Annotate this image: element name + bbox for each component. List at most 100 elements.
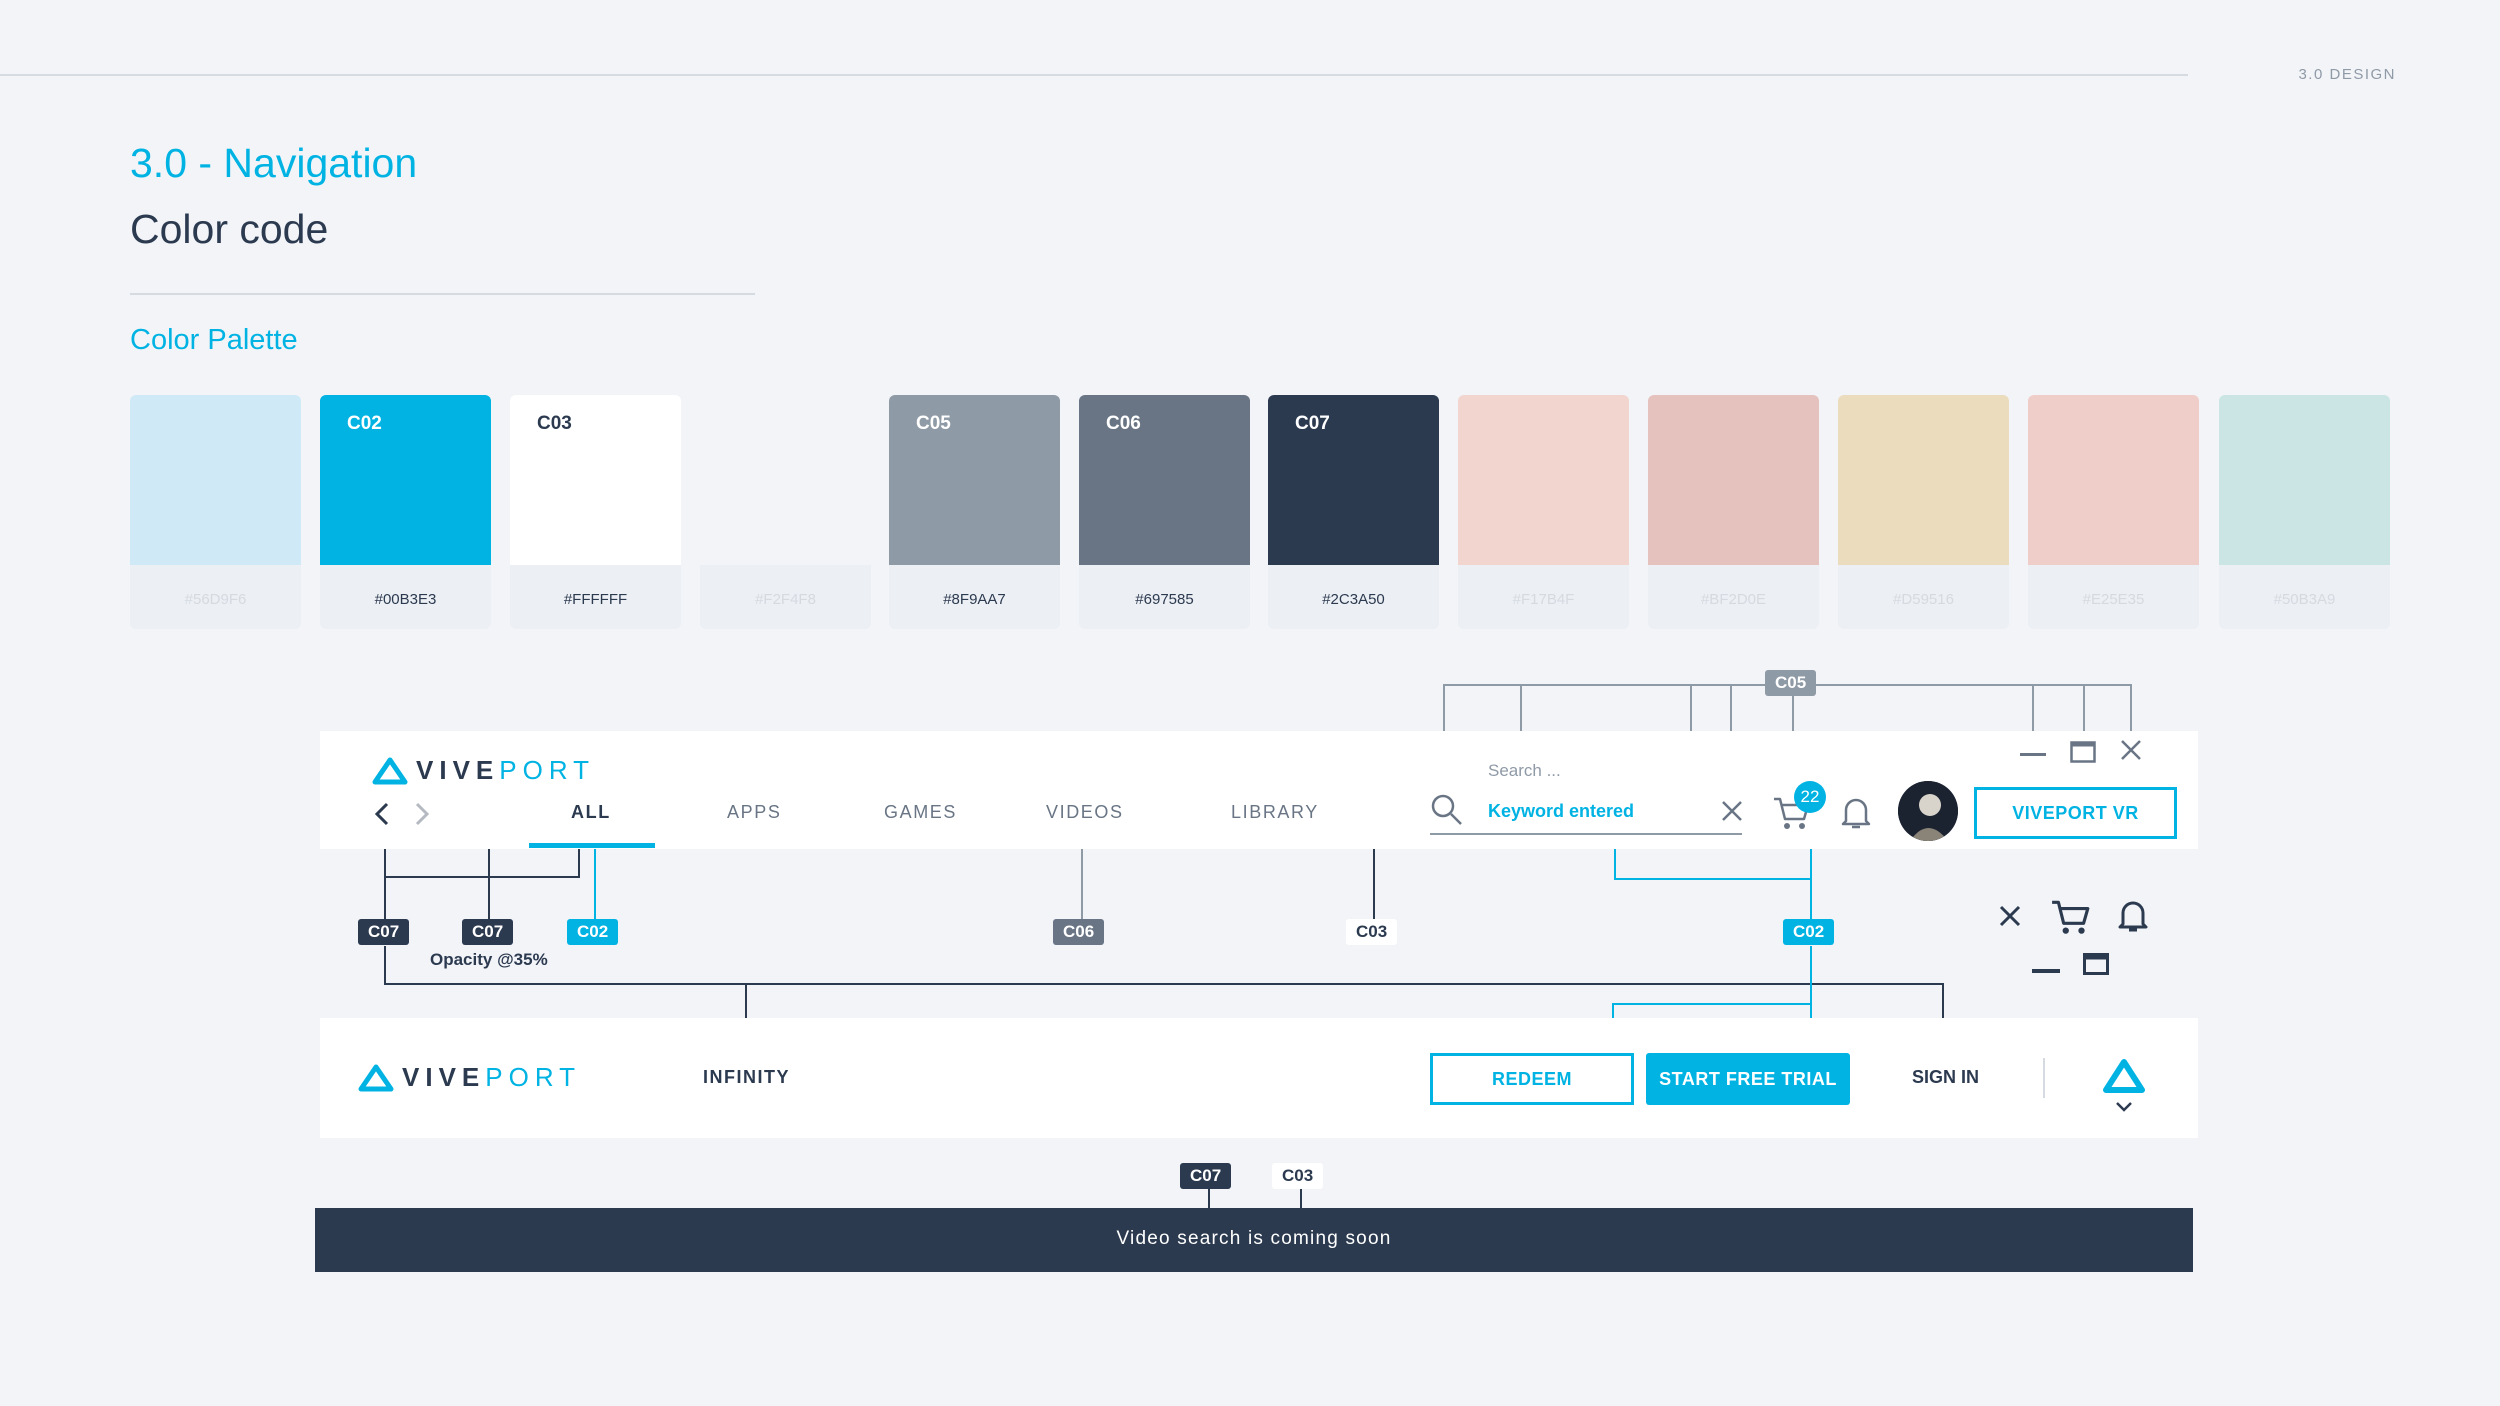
search-button[interactable] xyxy=(1430,793,1464,832)
maximize-button[interactable] xyxy=(2070,741,2096,768)
cart-icon xyxy=(2052,900,2090,934)
maximize-icon xyxy=(2070,741,2096,763)
annotation-toast-c07: C07 xyxy=(1180,1163,1232,1189)
tab-games[interactable]: GAMES xyxy=(884,802,958,822)
chevron-left-icon xyxy=(374,802,389,826)
swatch-color xyxy=(130,395,301,565)
cart-count-badge: 22 xyxy=(1794,781,1826,813)
swatch: C03 #FFFFFF xyxy=(510,395,681,629)
swatch: #F17B4F xyxy=(1458,395,1629,629)
close-icon-dark xyxy=(1998,904,2022,933)
swatch: #E25E35 xyxy=(2028,395,2199,629)
bell-icon-dark xyxy=(2117,898,2149,939)
close-icon xyxy=(1999,905,2021,927)
sign-in-link[interactable]: SIGN IN xyxy=(1912,1067,1980,1087)
swatch-footer: #F2F4F8 xyxy=(700,565,871,629)
swatch-footer: #56D9F6 xyxy=(130,565,301,629)
vive-logo-icon xyxy=(2103,1059,2145,1093)
tab-active-indicator xyxy=(529,843,655,848)
primary-nav: VIVE PORT ALL APPS GAMES VIDEOS LIBRARY S… xyxy=(320,731,2198,849)
start-free-trial-button[interactable]: START FREE TRIAL xyxy=(1646,1053,1850,1105)
swatch-hex: #E25E35 xyxy=(2082,591,2145,608)
notifications-button[interactable] xyxy=(1840,795,1872,836)
swatch-color xyxy=(1648,395,1819,565)
search-icon xyxy=(1431,794,1462,825)
logo-vive-text: VIVE xyxy=(402,1062,486,1092)
swatch-color xyxy=(2028,395,2199,565)
swatch-hex: #8F9AA7 xyxy=(943,591,1006,608)
swatch-color: C05 xyxy=(889,395,1060,565)
swatch-hex: #BF2D0E xyxy=(1700,591,1767,608)
swatch-footer: #2C3A50 xyxy=(1268,565,1439,629)
swatch-hex: #50B3A9 xyxy=(2273,591,2336,608)
swatch-name: C07 xyxy=(1295,413,1330,434)
swatch-hex: #00B3E3 xyxy=(374,591,437,608)
search-underline xyxy=(1430,833,1742,835)
vive-logo-icon xyxy=(358,1064,394,1091)
swatch: C02 #00B3E3 xyxy=(320,395,491,629)
nav-divider xyxy=(2043,1058,2045,1098)
user-avatar[interactable] xyxy=(1898,781,1958,841)
swatch-footer: #F17B4F xyxy=(1458,565,1629,629)
swatch-hex: #2C3A50 xyxy=(1322,591,1385,608)
close-icon xyxy=(1722,801,1742,821)
viveport-logo[interactable]: VIVE PORT xyxy=(372,755,595,786)
viveport-logo-secondary[interactable]: VIVE PORT xyxy=(358,1062,581,1093)
annotation-c05: C05 xyxy=(1765,670,1817,696)
vive-menu-button[interactable] xyxy=(2102,1058,2146,1112)
annotation-opacity-note: Opacity @35% xyxy=(430,950,548,969)
back-button[interactable] xyxy=(373,801,391,832)
swatch-name: C02 xyxy=(347,413,382,434)
swatch: #50B3A9 xyxy=(2219,395,2390,629)
swatch-name: C05 xyxy=(916,413,951,434)
close-icon xyxy=(2121,740,2141,760)
swatch-footer: #FFFFFF xyxy=(510,565,681,629)
bell-icon xyxy=(2118,901,2148,932)
bell-icon xyxy=(1841,798,1871,829)
logo-vive-text: VIVE xyxy=(416,755,500,785)
swatch-name: C06 xyxy=(1106,413,1141,434)
tab-library[interactable]: LIBRARY xyxy=(1231,802,1319,822)
chevron-right-icon xyxy=(415,802,430,826)
viveport-vr-button[interactable]: VIVEPORT VR xyxy=(1974,787,2177,839)
tab-videos[interactable]: VIDEOS xyxy=(1046,802,1124,822)
minimize-icon[interactable] xyxy=(2020,753,2046,756)
annotation-c02: C02 xyxy=(567,919,619,945)
infinity-link[interactable]: INFINITY xyxy=(703,1067,790,1087)
swatch: C06 #697585 xyxy=(1079,395,1250,629)
secondary-nav: VIVE PORT INFINITY REDEEM START FREE TRIA… xyxy=(320,1018,2198,1138)
close-window-button[interactable] xyxy=(2120,739,2142,766)
swatch-footer: #E25E35 xyxy=(2028,565,2199,629)
page-subtitle: Color code xyxy=(130,206,329,252)
clear-search-button[interactable] xyxy=(1720,799,1744,828)
logo-port-text: PORT xyxy=(499,755,596,785)
swatch-footer: #697585 xyxy=(1079,565,1250,629)
tab-apps[interactable]: APPS xyxy=(727,802,782,822)
logo-port-text: PORT xyxy=(485,1062,582,1092)
forward-button[interactable] xyxy=(413,801,431,832)
search-input[interactable]: Keyword entered xyxy=(1488,801,1635,821)
title-divider xyxy=(130,293,755,295)
annotation-c06: C06 xyxy=(1053,919,1105,945)
swatch-hex: #FFFFFF xyxy=(563,591,628,608)
swatch-footer: #50B3A9 xyxy=(2219,565,2390,629)
swatch-hex: #F2F4F8 xyxy=(755,591,816,608)
swatch-color xyxy=(700,395,871,565)
toast-banner: Video search is coming soon xyxy=(315,1208,2193,1272)
redeem-button[interactable]: REDEEM xyxy=(1430,1053,1634,1105)
annotation-c07: C07 xyxy=(358,919,410,945)
swatch-color: C06 xyxy=(1079,395,1250,565)
swatch: #D59516 xyxy=(1838,395,2009,629)
swatch-hex: #697585 xyxy=(1135,591,1194,608)
swatch-color: C02 xyxy=(320,395,491,565)
vive-logo-icon xyxy=(372,757,408,784)
palette-title: Color Palette xyxy=(130,324,298,356)
tab-all[interactable]: ALL xyxy=(571,802,611,822)
swatch: #BF2D0E xyxy=(1648,395,1819,629)
minimize-icon-dark xyxy=(2032,969,2060,973)
swatch-footer: #00B3E3 xyxy=(320,565,491,629)
swatch-footer: #D59516 xyxy=(1838,565,2009,629)
annotation-c07-opacity: C07 xyxy=(462,919,514,945)
swatch-hex: #F17B4F xyxy=(1512,591,1575,608)
swatch-color xyxy=(2219,395,2390,565)
